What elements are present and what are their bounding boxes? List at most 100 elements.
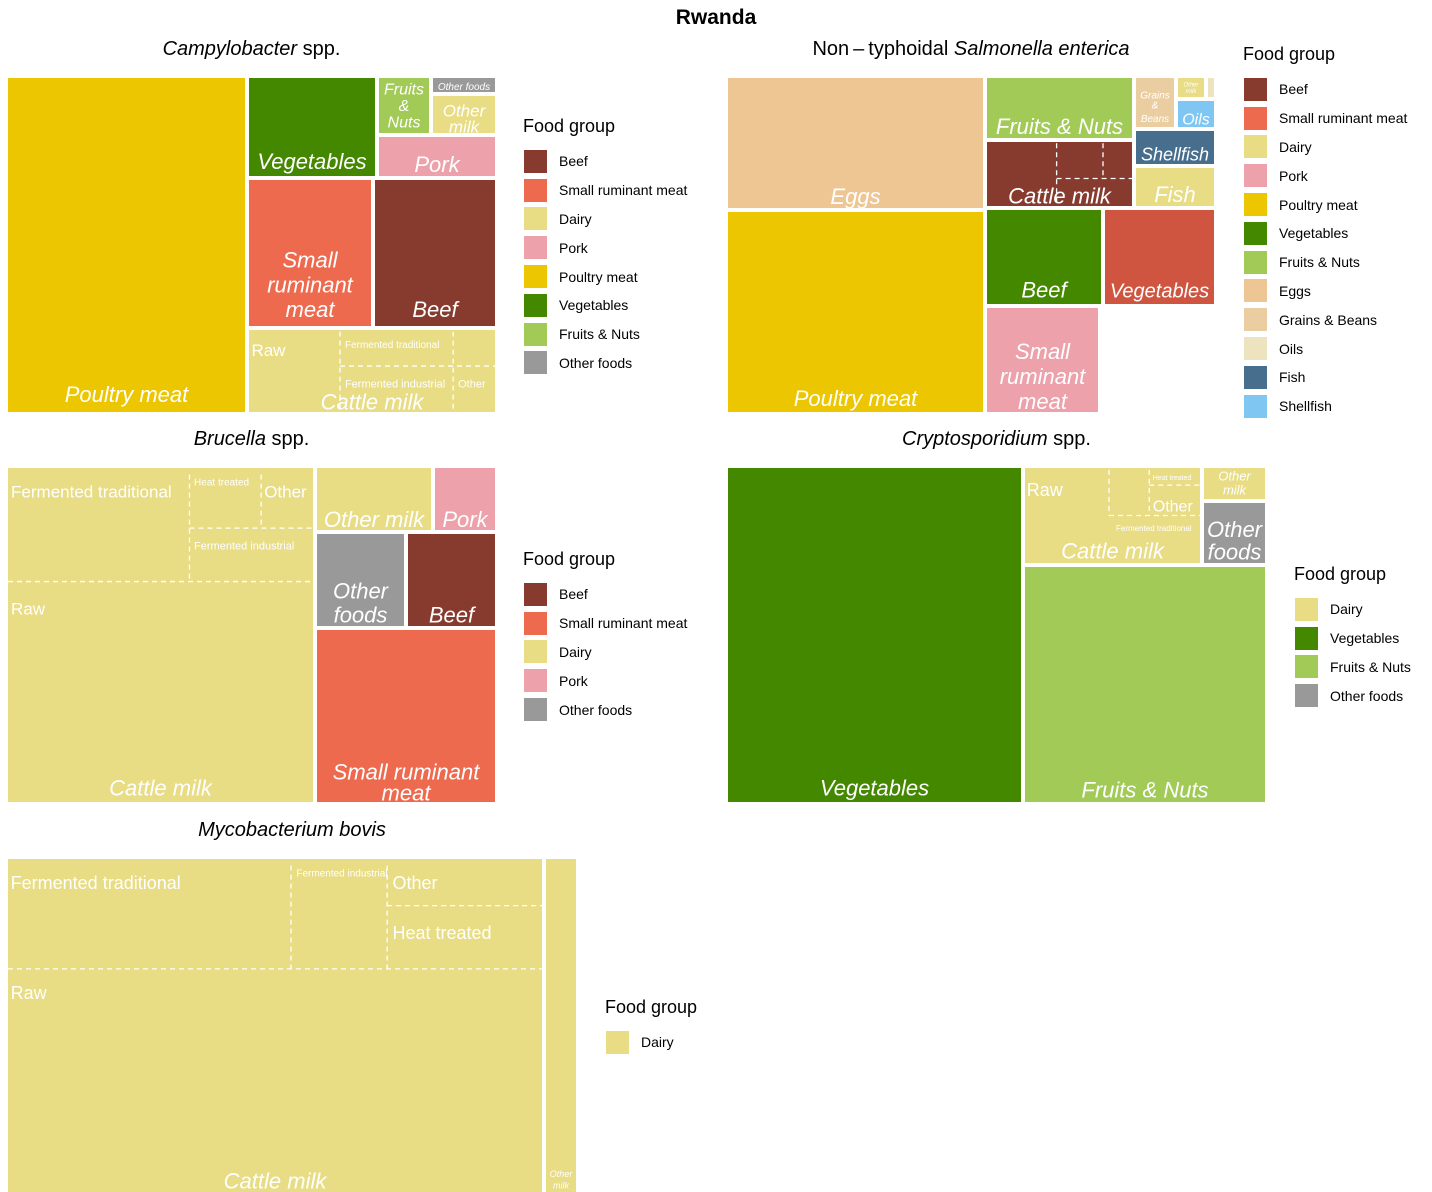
subgroup-label-heat-treated: Heat treated xyxy=(1153,475,1192,482)
tile-oils xyxy=(1208,78,1214,97)
tile-other-milk: Other milk xyxy=(317,468,431,532)
tile-rect-fruits-nuts xyxy=(1025,567,1265,802)
legend-label: Dairy xyxy=(1279,138,1312,155)
legend-label: Beef xyxy=(1279,81,1308,98)
tile-fruits-nuts: Fruits & Nuts xyxy=(1025,567,1265,802)
legend-item-vegetables: Vegetables xyxy=(1294,624,1411,653)
legend-swatch xyxy=(523,581,548,607)
legend-swatch xyxy=(605,1029,630,1055)
legend-item-small-ruminant-meat: Small ruminant meat xyxy=(523,176,687,205)
tile-other-milk: Other milk xyxy=(546,859,576,1192)
legend-swatch xyxy=(1294,625,1319,651)
tile-label-other-milk: Other milk xyxy=(1183,83,1199,96)
subgroup-label-raw: Raw xyxy=(11,599,46,618)
legend-item-dairy: Dairy xyxy=(523,638,687,667)
legend-swatch xyxy=(523,697,548,723)
legend-swatch xyxy=(1243,393,1268,419)
subgroup-label-other: Other xyxy=(264,482,307,501)
legend-swatch xyxy=(1294,654,1319,680)
tile-cattle-milk: Cattle milk Raw Heat treated Other Fermented… xyxy=(1025,468,1200,563)
legend-label: Oils xyxy=(1279,340,1304,357)
legend-swatch xyxy=(523,264,548,290)
legend-swatch xyxy=(1243,220,1268,246)
tile-label-fruits-nuts: Fruits & Nuts xyxy=(996,114,1123,139)
legend-item-shellfish: Shellfish xyxy=(1243,392,1407,421)
legend-label: Beef xyxy=(559,586,588,603)
tile-rect-cattle-milk xyxy=(8,468,313,802)
legend-item-vegetables: Vegetables xyxy=(523,291,687,320)
tile-cattle-milk: Fish xyxy=(1136,168,1214,207)
tile-label-pork: Pork xyxy=(414,152,460,177)
tile-beef: Cattle milk xyxy=(987,142,1132,208)
legend-title: Food group xyxy=(523,116,616,136)
tile-pork: Pork xyxy=(435,468,495,532)
tile-rect-cattle-milk xyxy=(1136,168,1214,206)
legend-label: Grains & Beans xyxy=(1279,311,1378,328)
tile-label-vegetables: Vegetables xyxy=(820,775,929,800)
tile-rect-other-milk xyxy=(1178,78,1204,97)
legend-label: Poultry meat xyxy=(559,268,638,285)
legend-label: Fruits & Nuts xyxy=(559,326,640,343)
legend-label: Pork xyxy=(559,239,588,256)
tile-label-other-foods: Other foods xyxy=(333,578,390,627)
tile-label-poultry-meat: Poultry meat xyxy=(794,386,918,411)
legend-label: Small ruminant meat xyxy=(559,615,688,632)
tile-label-beef: Beef xyxy=(429,602,477,627)
tile-label-other-milk: Other milk xyxy=(443,101,487,136)
legend-label: Fish xyxy=(1279,369,1306,386)
tile-rect-beef xyxy=(375,180,495,326)
legend-item-dairy: Dairy xyxy=(523,205,687,234)
tile-beef: Beef xyxy=(375,180,495,326)
subgroup-label-fermented-traditional: Fermented traditional xyxy=(11,482,172,501)
legend-item-fruits-nuts: Fruits & Nuts xyxy=(1243,248,1407,277)
subgroup-label-fermented-traditional: Fermented traditional xyxy=(1116,524,1192,533)
legend-item-other-foods: Other foods xyxy=(1294,681,1411,710)
legend-swatch xyxy=(523,610,548,636)
tile-label-beef: Cattle milk xyxy=(1008,183,1112,208)
legend-swatch xyxy=(1243,192,1268,218)
tile-vegetables: Vegetables xyxy=(728,468,1021,802)
treemap-svg: Cattle milk Fermented traditional Heat tre… xyxy=(8,468,495,802)
tile-label-small-ruminant-meat: Small ruminant meat xyxy=(267,248,353,323)
legend-swatch xyxy=(523,148,548,174)
tile-pork: Pork xyxy=(379,137,495,177)
legend-item-fruits-nuts: Fruits & Nuts xyxy=(1294,653,1411,682)
tile-rect-cattle-milk xyxy=(8,859,542,1192)
legend-item-other-foods: Other foods xyxy=(523,349,687,378)
tile-rect-vegetables xyxy=(728,468,1021,802)
tile-label-cattle-milk: Cattle milk xyxy=(109,775,213,800)
legend-item-pork: Pork xyxy=(1243,161,1407,190)
tile-poultry-meat: Poultry meat xyxy=(728,212,983,412)
tile-rect-small-ruminant-meat xyxy=(249,180,371,326)
panel-title-cryptosporidium: Cryptosporidium spp. xyxy=(902,428,1091,450)
tile-label-cattle-milk: Fish xyxy=(1154,182,1196,207)
tile-small-ruminant-meat: Vegetables xyxy=(1105,210,1214,304)
legend-swatch xyxy=(523,668,548,694)
legend-swatch xyxy=(1243,163,1268,189)
subgroup-label-fermented-traditional: Fermented traditional xyxy=(345,340,440,351)
legend-label: Other foods xyxy=(559,354,633,371)
legend-label: Dairy xyxy=(1330,601,1363,618)
tile-rect-cattle-milk xyxy=(249,330,495,412)
legend-item-dairy: Dairy xyxy=(1294,595,1411,624)
legend-item-small-ruminant-meat: Small ruminant meat xyxy=(1243,104,1407,133)
tile-rect-vegetables xyxy=(249,78,375,176)
tile-rect-fruits-nuts xyxy=(987,78,1132,138)
tile-label-beef: Beef xyxy=(412,297,460,322)
legend-item-small-ruminant-meat: Small ruminant meat xyxy=(523,609,687,638)
legend-swatch xyxy=(1243,364,1268,390)
subgroup-label-other: Other xyxy=(1153,498,1194,515)
legend-swatch xyxy=(523,206,548,232)
tile-label-shellfish: Oils xyxy=(1182,111,1210,128)
tile-fruits-nuts: Fruits & Nuts xyxy=(987,78,1132,139)
tile-rect-pork xyxy=(987,308,1098,412)
tile-label-pork: Small ruminant meat xyxy=(1000,339,1086,412)
legend-item-dairy: Dairy xyxy=(1243,133,1407,162)
tile-label-cattle-milk: Cattle milk xyxy=(321,390,425,412)
tile-label-small-ruminant-meat: Small ruminant meat xyxy=(333,760,481,802)
legend-item-poultry-meat: Poultry meat xyxy=(523,262,687,291)
tile-label-small-ruminant-meat: Vegetables xyxy=(1110,280,1209,302)
subgroup-label-fermented-traditional: Fermented traditional xyxy=(11,873,181,893)
legend-label: Poultry meat xyxy=(1279,196,1358,213)
legend-label: Pork xyxy=(559,672,588,689)
